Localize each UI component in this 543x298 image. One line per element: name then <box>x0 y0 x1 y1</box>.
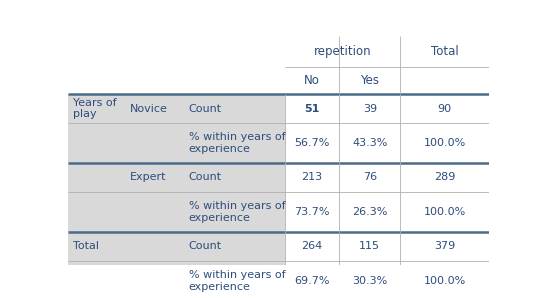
Text: Count: Count <box>188 104 222 114</box>
Bar <box>68 123 285 163</box>
Bar <box>285 94 489 123</box>
Bar <box>68 192 285 232</box>
Text: Count: Count <box>188 173 222 182</box>
Text: 69.7%: 69.7% <box>294 276 330 286</box>
Text: 43.3%: 43.3% <box>352 138 388 148</box>
Text: Total: Total <box>73 241 99 251</box>
Text: Expert: Expert <box>130 173 166 182</box>
Text: Yes: Yes <box>361 74 380 87</box>
Text: repetition: repetition <box>314 45 371 58</box>
Text: % within years of
experience: % within years of experience <box>188 201 285 223</box>
Bar <box>285 232 489 261</box>
Text: % within years of
experience: % within years of experience <box>188 132 285 154</box>
Text: 51: 51 <box>304 104 320 114</box>
Bar <box>68 261 285 298</box>
Text: 76: 76 <box>363 173 377 182</box>
Text: Novice: Novice <box>130 104 168 114</box>
Bar <box>285 163 489 192</box>
Text: 100.0%: 100.0% <box>424 207 466 217</box>
Text: Count: Count <box>188 241 222 251</box>
Text: 39: 39 <box>363 104 377 114</box>
Text: 100.0%: 100.0% <box>424 138 466 148</box>
Text: 264: 264 <box>301 241 323 251</box>
Text: 56.7%: 56.7% <box>294 138 330 148</box>
Text: % within years of
experience: % within years of experience <box>188 270 285 291</box>
Text: 100.0%: 100.0% <box>424 276 466 286</box>
Text: Total: Total <box>431 45 458 58</box>
Bar <box>285 192 489 232</box>
Bar <box>68 163 285 192</box>
Text: 115: 115 <box>359 241 380 251</box>
Text: No: No <box>304 74 320 87</box>
Text: 30.3%: 30.3% <box>352 276 388 286</box>
Text: 73.7%: 73.7% <box>294 207 330 217</box>
Bar <box>285 123 489 163</box>
Text: 90: 90 <box>438 104 452 114</box>
Text: 26.3%: 26.3% <box>352 207 388 217</box>
Text: Years of
play: Years of play <box>73 98 117 119</box>
Text: 379: 379 <box>434 241 455 251</box>
Bar <box>68 36 489 94</box>
Bar <box>68 232 285 261</box>
Text: 289: 289 <box>434 173 455 182</box>
Bar <box>285 261 489 298</box>
Text: 213: 213 <box>301 173 323 182</box>
Bar <box>68 94 285 123</box>
